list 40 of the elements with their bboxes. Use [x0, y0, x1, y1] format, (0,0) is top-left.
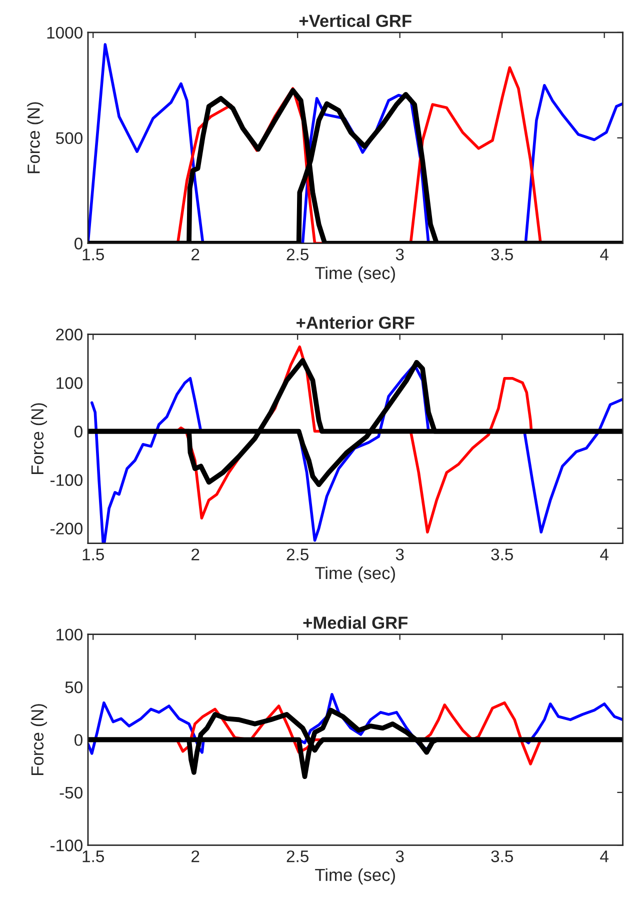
y-tick-label: 1000: [47, 26, 82, 39]
chart-title: +Vertical GRF: [299, 14, 412, 28]
y-axis-title: Force (N): [30, 403, 47, 474]
x-tick-label: 1.5: [82, 548, 104, 560]
x-tick-label: 2.5: [286, 850, 308, 862]
y-tick-label: 50: [65, 681, 82, 694]
x-tick-label: 4: [600, 850, 608, 862]
y-tick-label: 0: [74, 734, 82, 746]
x-tick-label: 2: [192, 850, 200, 862]
x-tick-label: 3: [396, 248, 404, 260]
y-tick-label: 0: [74, 426, 82, 438]
y-tick-label: -200: [50, 522, 82, 534]
x-tick-label: 4: [600, 248, 608, 260]
x-axis-title: Time (sec): [315, 868, 395, 884]
y-tick-label: -100: [50, 474, 82, 486]
y-tick-label: 500: [56, 132, 82, 144]
x-tick-label: 1.5: [82, 248, 104, 260]
x-tick-label: 3: [396, 548, 404, 560]
chart-title: +Anterior GRF: [296, 316, 414, 329]
chart-title: +Medial GRF: [303, 616, 408, 629]
x-tick-label: 2.5: [286, 248, 308, 260]
y-tick-label: 100: [56, 377, 82, 389]
x-tick-label: 4: [600, 548, 608, 560]
y-tick-label: 200: [56, 328, 82, 340]
x-axis-title: Time (sec): [315, 266, 395, 283]
y-axis-title: Force (N): [27, 102, 44, 174]
x-tick-label: 3.5: [491, 248, 513, 260]
x-tick-label: 3.5: [491, 548, 513, 560]
x-tick-label: 2.5: [286, 548, 308, 560]
y-tick-label: 100: [56, 628, 82, 641]
x-tick-label: 3.5: [491, 850, 513, 862]
x-tick-label: 2: [192, 248, 200, 260]
y-axis-title: Force (N): [30, 704, 47, 775]
x-tick-label: 3: [396, 850, 404, 862]
y-tick-label: -100: [50, 840, 82, 852]
y-tick-label: 0: [74, 238, 82, 250]
y-tick-label: -50: [60, 786, 82, 799]
x-axis-title: Time (sec): [315, 566, 395, 583]
x-tick-label: 1.5: [82, 850, 104, 862]
x-tick-label: 2: [192, 548, 200, 560]
